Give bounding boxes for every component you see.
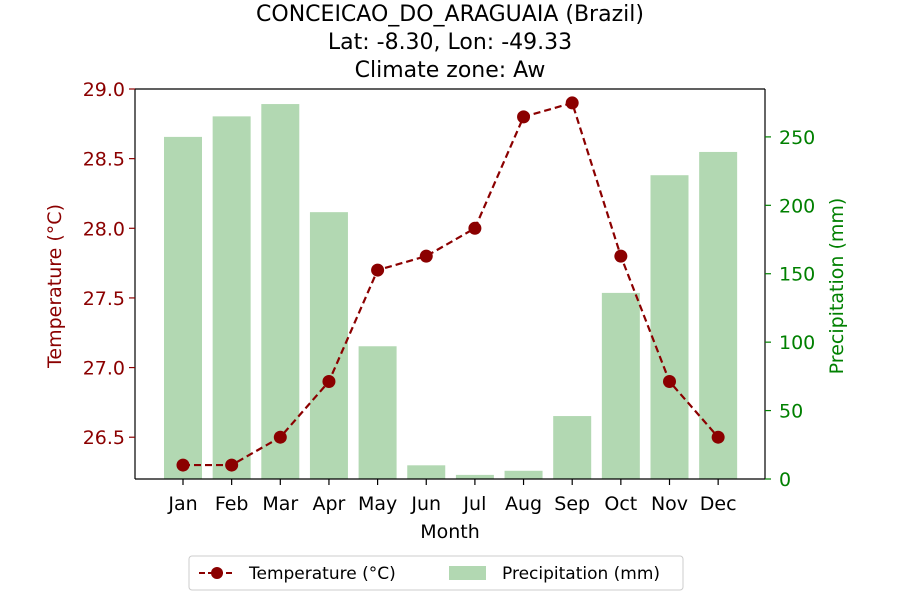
precipitation-axis-ticks: 0 50 100 150 200 250 xyxy=(765,127,815,491)
month-tick-label-jul: Jul xyxy=(462,493,486,515)
axes-frame xyxy=(134,88,766,480)
precipitation-bar-feb xyxy=(212,116,251,480)
temperature-axis-ticks: 26.5 27.0 27.5 28.0 28.5 29.0 xyxy=(83,79,135,449)
month-tick-label-oct: Oct xyxy=(604,493,637,515)
legend: Temperature (°C) Precipitation (mm) xyxy=(188,555,684,591)
temperature-point-jun xyxy=(419,249,433,263)
temperature-axis-label: Temperature (°C) xyxy=(44,204,66,369)
temperature-tick-label: 26.5 xyxy=(83,427,125,449)
precipitation-bar-sep xyxy=(553,416,592,479)
month-tick-label-mar: Mar xyxy=(262,493,298,515)
month-tick-label-aug: Aug xyxy=(505,493,542,515)
legend-box xyxy=(188,555,684,591)
precipitation-bar-may xyxy=(358,346,397,479)
temperature-point-jan xyxy=(176,458,190,472)
x-axis-label: Month xyxy=(420,521,480,543)
precipitation-bar-jun xyxy=(407,465,446,479)
precipitation-tick-label: 0 xyxy=(779,469,791,491)
temperature-point-oct xyxy=(614,249,628,263)
month-tick-label-may: May xyxy=(358,493,397,515)
precipitation-bar-jan xyxy=(164,136,202,480)
month-tick-label-sep: Sep xyxy=(554,493,590,515)
precipitation-tick-label: 250 xyxy=(779,127,815,149)
precipitation-bars xyxy=(164,104,738,480)
temperature-point-dec xyxy=(711,430,725,444)
temperature-point-jul xyxy=(468,221,482,235)
month-tick-label-jan: Jan xyxy=(167,493,197,515)
precipitation-axis-label: Precipitation (mm) xyxy=(826,198,848,375)
temperature-point-nov xyxy=(663,375,676,388)
month-tick-label-apr: Apr xyxy=(313,493,346,515)
precipitation-bar-oct xyxy=(601,292,640,479)
precipitation-tick-label: 200 xyxy=(779,195,815,217)
legend-temperature-marker xyxy=(211,567,223,579)
temperature-tick-label: 27.0 xyxy=(83,358,125,380)
temperature-tick-label: 28.5 xyxy=(83,149,125,171)
precipitation-bar-dec xyxy=(699,151,738,479)
chart-title-line-1: CONCEICAO_DO_ARAGUAIA (Brazil) xyxy=(256,2,644,27)
precipitation-tick-label: 150 xyxy=(779,264,815,286)
precipitation-bar-nov xyxy=(650,175,689,480)
temperature-series-line xyxy=(183,101,719,467)
month-tick-label-dec: Dec xyxy=(700,493,737,515)
temperature-tick-label: 29.0 xyxy=(83,79,125,101)
temperature-line xyxy=(176,96,725,472)
temperature-point-sep xyxy=(565,96,579,110)
month-tick-label-jun: Jun xyxy=(410,493,441,515)
temperature-tick-label: 28.0 xyxy=(83,218,125,240)
precipitation-bar-mar xyxy=(261,104,300,479)
chart-title-line-2: Lat: -8.30, Lon: -49.33 xyxy=(328,30,572,55)
temperature-point-may xyxy=(371,263,385,277)
precipitation-bar-aug xyxy=(504,470,543,479)
chart-title-line-3: Climate zone: Aw xyxy=(355,58,546,83)
month-tick-label-nov: Nov xyxy=(651,493,688,515)
precipitation-bar-jul xyxy=(455,474,494,479)
precipitation-tick-label: 50 xyxy=(779,401,803,423)
month-tick-label-feb: Feb xyxy=(215,493,249,515)
temperature-tick-label: 27.5 xyxy=(83,288,125,310)
legend-precipitation-swatch xyxy=(449,566,486,580)
legend-temperature-label: Temperature (°C) xyxy=(248,564,396,584)
temperature-point-aug xyxy=(517,110,531,124)
month-axis-ticks: Jan Feb Mar Apr May Jun Jul Aug Sep Oct Nov Dec xyxy=(167,479,737,515)
temperature-point-feb xyxy=(225,458,239,472)
precipitation-bar-apr xyxy=(309,212,348,479)
legend-precipitation-label: Precipitation (mm) xyxy=(502,564,660,584)
temperature-point-apr xyxy=(322,375,336,388)
temperature-point-mar xyxy=(273,430,287,444)
precipitation-tick-label: 100 xyxy=(779,332,815,354)
